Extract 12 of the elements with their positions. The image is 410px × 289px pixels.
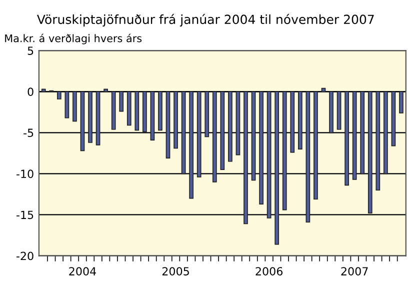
x-tick-label: 2007 [341,267,368,276]
x-tick-label: 2004 [69,267,96,276]
chart-title: Vöruskiptajöfnuður frá janúar 2004 til nóvember 2007 [37,14,374,27]
x-tick-label: 2005 [162,267,189,276]
y-tick-label: -10 [16,170,34,178]
y-tick-label: -15 [16,210,34,220]
y-tick-label: 5 [28,46,34,55]
y-tick-label: -20 [16,252,34,260]
y-axis-title: Ma.kr. á verðlagi hvers árs [5,34,142,44]
x-tick-label: 2006 [256,267,283,276]
y-tick-label: 0 [28,88,34,96]
y-tick-label: -5 [24,128,34,138]
